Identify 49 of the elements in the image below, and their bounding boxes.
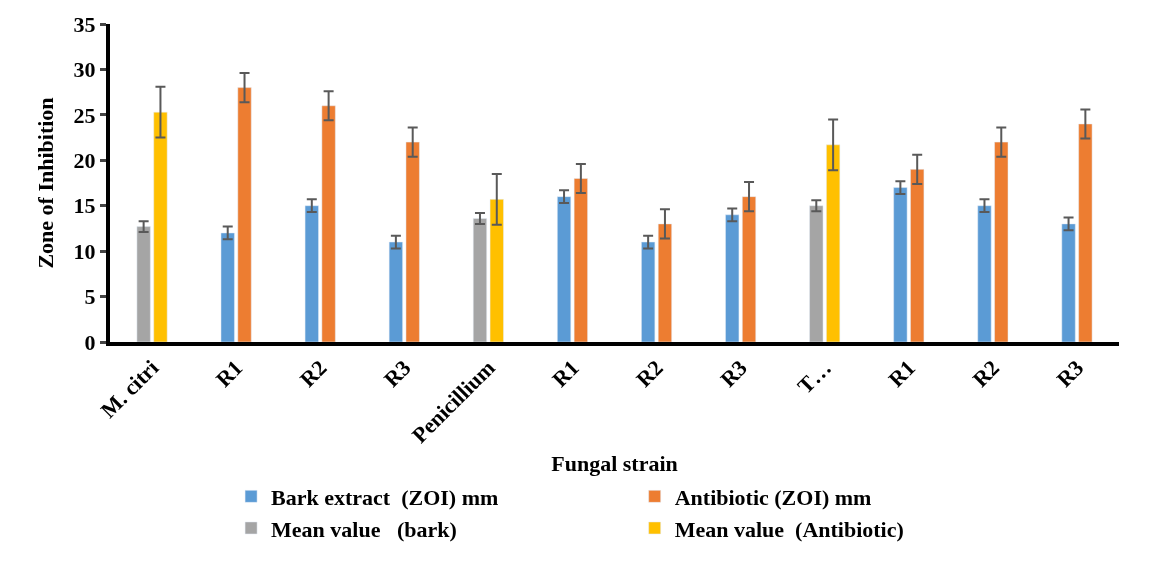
bar <box>893 187 908 342</box>
x-tick-label: R3 <box>1051 355 1089 392</box>
bar <box>641 241 656 342</box>
y-tick-label: 25 <box>73 102 96 128</box>
bar <box>153 111 168 342</box>
bar <box>826 144 841 342</box>
bar <box>489 199 504 342</box>
y-tick-label: 35 <box>73 11 96 37</box>
y-tick-label: 30 <box>73 57 96 83</box>
bar <box>809 205 824 342</box>
x-tick-label: M. citri <box>95 355 164 423</box>
bar <box>1061 223 1076 342</box>
bar <box>742 196 757 342</box>
x-axis-title: Fungal strain <box>551 451 678 477</box>
y-tick-label: 0 <box>84 329 96 355</box>
y-tick-label: 10 <box>73 238 96 264</box>
x-tick-label: T… <box>792 355 837 399</box>
bar <box>388 241 403 342</box>
bar <box>725 214 740 342</box>
x-tick-label: R1 <box>210 355 248 392</box>
bar <box>321 105 336 342</box>
x-tick-label: R2 <box>967 355 1005 392</box>
x-tick-label: R1 <box>883 355 921 392</box>
y-tick-label: 5 <box>84 284 96 310</box>
bar <box>237 87 252 342</box>
legend-label: Bark extract (ZOI) mm <box>271 484 499 510</box>
y-tick-label: 20 <box>73 147 96 173</box>
bar <box>557 196 572 342</box>
bar <box>304 205 319 342</box>
bar <box>910 169 925 342</box>
legend-label: Mean value (bark) <box>271 516 457 542</box>
legend-label: Mean value (Antibiotic) <box>674 516 904 542</box>
x-tick-label: R3 <box>378 355 416 392</box>
bar <box>405 141 420 342</box>
bar <box>657 223 672 342</box>
x-tick-label: R1 <box>547 355 584 392</box>
legend-label: Antibiotic (ZOI) mm <box>674 484 872 510</box>
bar <box>1078 123 1093 342</box>
bar <box>977 205 992 342</box>
bar <box>573 178 588 342</box>
bar <box>472 218 487 342</box>
x-tick-label: R3 <box>715 355 752 392</box>
x-tick-label: R2 <box>294 355 332 392</box>
bar <box>220 232 235 342</box>
bar <box>994 141 1009 342</box>
y-axis-title: Zone of Inhibition <box>32 97 58 269</box>
y-tick-label: 15 <box>73 193 96 219</box>
bar <box>136 226 151 342</box>
x-tick-label: R2 <box>631 355 668 392</box>
